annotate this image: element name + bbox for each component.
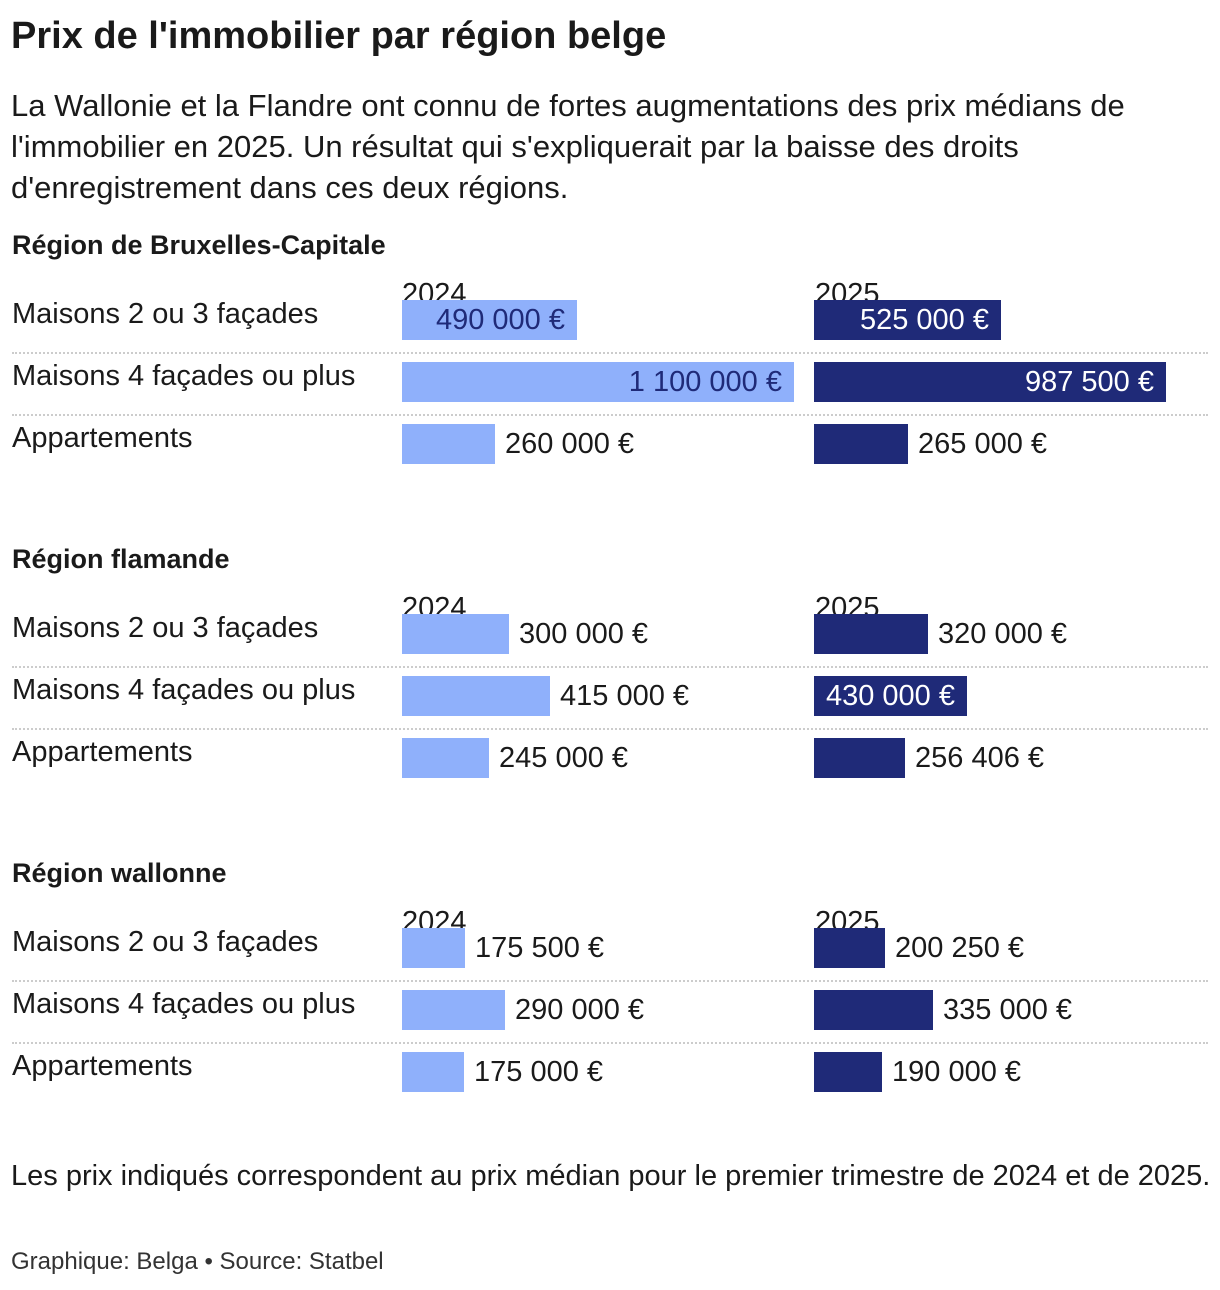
region-section: Région wallonne 2024 2025 Maisons 2 ou 3 fa… xyxy=(0,856,1220,1156)
row-label: Maisons 4 façades ou plus xyxy=(12,988,356,1020)
data-row: Maisons 2 ou 3 façades 175 500 € 200 250 € xyxy=(0,918,1220,980)
chart-credit: Graphique: Belga • Source: Statbel xyxy=(11,1248,384,1275)
bar-2024 xyxy=(402,928,465,968)
section-title: Région wallonne xyxy=(12,858,227,888)
region-section: Région flamande 2024 2025 Maisons 2 ou 3 fa… xyxy=(0,542,1220,842)
data-row: Appartements 175 000 € 190 000 € xyxy=(0,1042,1220,1104)
row-label: Maisons 2 ou 3 façades xyxy=(12,612,319,644)
data-row: Maisons 4 façades ou plus 290 000 € 335 00… xyxy=(0,980,1220,1042)
value-label-2025: 200 250 € xyxy=(895,932,1025,964)
bar-2025 xyxy=(814,928,885,968)
value-label-2025: 265 000 € xyxy=(918,428,1048,460)
bar-2024 xyxy=(402,614,509,654)
section-title: Région flamande xyxy=(12,544,230,574)
chart-subtitle: La Wallonie et la Flandre ont connu de f… xyxy=(11,88,1125,205)
bar-2025 xyxy=(814,362,1166,402)
bar-2025 xyxy=(814,990,933,1030)
row-label: Maisons 4 façades ou plus xyxy=(12,674,356,706)
row-divider xyxy=(12,728,1208,730)
data-row: Appartements 245 000 € 256 406 € xyxy=(0,728,1220,790)
row-label: Appartements xyxy=(12,736,193,768)
data-row: Maisons 2 ou 3 façades 300 000 € 320 000 € xyxy=(0,604,1220,666)
bar-2025 xyxy=(814,738,905,778)
value-label-2024: 1 100 000 € xyxy=(628,366,782,398)
data-row: Appartements 260 000 € 265 000 € xyxy=(0,414,1220,476)
value-label-2025: 256 406 € xyxy=(915,742,1045,774)
value-label-2025: 430 000 € xyxy=(825,680,955,712)
bar-2024 xyxy=(402,300,577,340)
row-divider xyxy=(12,980,1208,982)
bar-2025 xyxy=(814,424,908,464)
data-row: Maisons 2 ou 3 façades 490 000 € 525 000 € xyxy=(0,290,1220,352)
value-label-2025: 320 000 € xyxy=(938,618,1068,650)
row-divider xyxy=(12,352,1208,354)
section-title: Région de Bruxelles-Capitale xyxy=(12,230,386,260)
row-label: Appartements xyxy=(12,422,193,454)
value-label-2024: 415 000 € xyxy=(560,680,690,712)
value-label-2025: 190 000 € xyxy=(892,1056,1022,1088)
row-label: Maisons 4 façades ou plus xyxy=(12,360,356,392)
row-label: Maisons 2 ou 3 façades xyxy=(12,926,319,958)
row-label: Appartements xyxy=(12,1050,193,1082)
row-divider xyxy=(12,1042,1208,1044)
bar-2025 xyxy=(814,300,1001,340)
bar-2024 xyxy=(402,738,489,778)
value-label-2024: 260 000 € xyxy=(505,428,635,460)
bar-2024 xyxy=(402,362,794,402)
bar-2024 xyxy=(402,1052,464,1092)
value-label-2024: 245 000 € xyxy=(499,742,629,774)
bar-2024 xyxy=(402,990,505,1030)
data-row: Maisons 4 façades ou plus 415 000 € 430 00… xyxy=(0,666,1220,728)
chart-title: Prix de l'immobilier par région belge xyxy=(11,15,667,57)
row-label: Maisons 2 ou 3 façades xyxy=(12,298,319,330)
bar-2025 xyxy=(814,614,928,654)
bar-2025 xyxy=(814,676,967,716)
value-label-2024: 490 000 € xyxy=(435,304,565,336)
bar-2024 xyxy=(402,424,495,464)
row-divider xyxy=(12,666,1208,668)
bar-2024 xyxy=(402,676,550,716)
row-divider xyxy=(12,414,1208,416)
value-label-2025: 335 000 € xyxy=(943,994,1073,1026)
value-label-2025: 525 000 € xyxy=(859,304,989,336)
value-label-2024: 175 500 € xyxy=(475,932,605,964)
chart-note: Les prix indiqués correspondent au prix … xyxy=(11,1160,1211,1192)
region-section: Région de Bruxelles-Capitale 2024 2025 Mais… xyxy=(0,228,1220,528)
bar-2025 xyxy=(814,1052,882,1092)
data-row: Maisons 4 façades ou plus 1 100 000 € 987 … xyxy=(0,352,1220,414)
value-label-2025: 987 500 € xyxy=(1024,366,1154,398)
value-label-2024: 175 000 € xyxy=(474,1056,604,1088)
value-label-2024: 290 000 € xyxy=(515,994,645,1026)
value-label-2024: 300 000 € xyxy=(519,618,649,650)
